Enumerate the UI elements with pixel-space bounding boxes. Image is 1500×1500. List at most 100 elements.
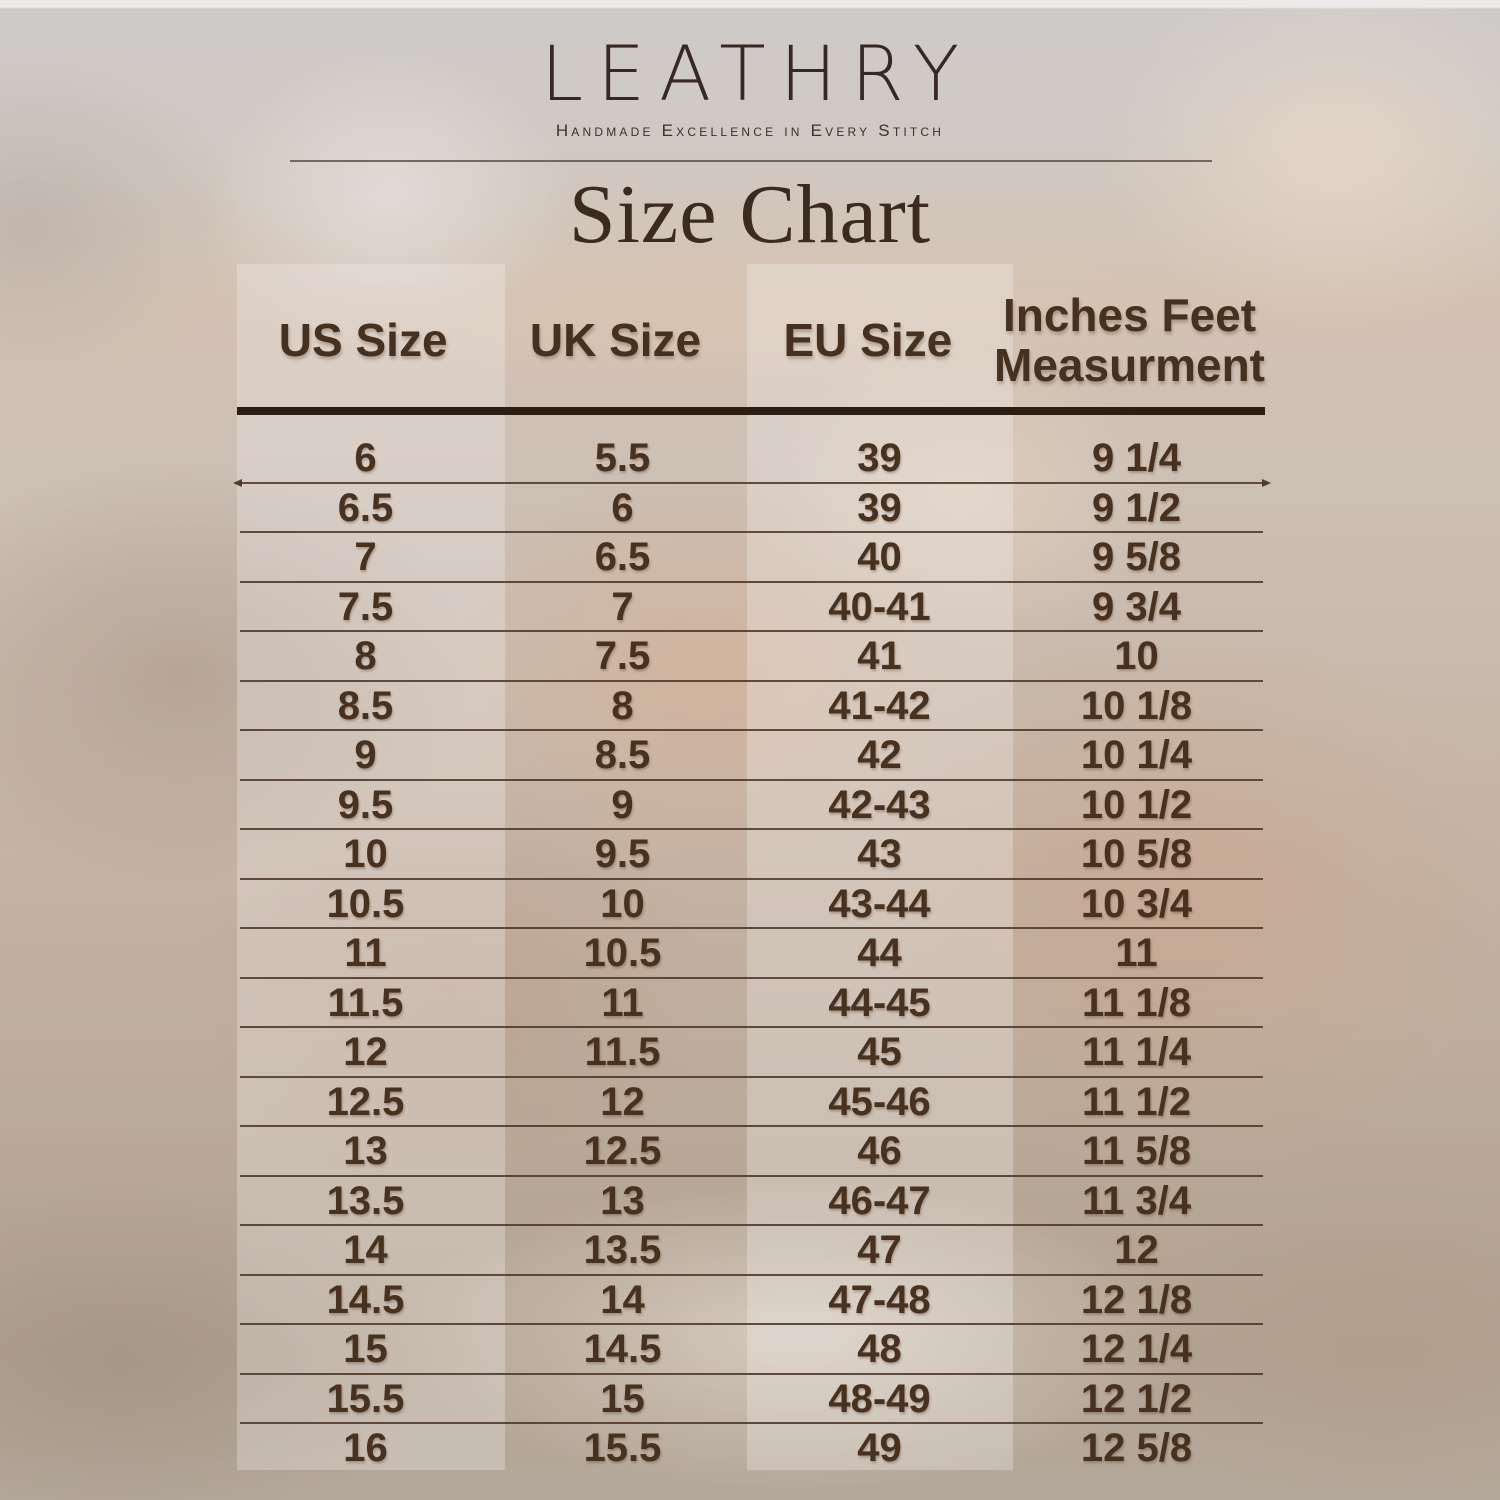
size-cell: 13.5 [326,1178,405,1223]
header-divider-line [290,160,1212,162]
size-cell: 12 1/8 [1080,1277,1193,1322]
size-cell: 6.5 [594,535,651,580]
size-cell: 10 [343,832,388,877]
size-cell: 10 [1114,634,1159,679]
table-row: 12 11.5 45 11 1/4 [237,1028,1265,1078]
size-cell: 46-47 [828,1178,931,1223]
size-cell: 45 [857,1030,902,1075]
size-cell: 14 [343,1228,388,1273]
column-header: UK Size [529,314,702,367]
size-cell: 9 1/2 [1092,485,1181,530]
size-cell: 47-48 [828,1277,931,1322]
table-header-row: US Size UK Size EU Size Inches Feet Measurm… [237,290,1265,392]
size-cell: 41 [857,634,902,679]
size-cell: 7 [354,535,377,580]
size-cell: 39 [857,485,902,530]
size-cell: 10 5/8 [1080,832,1193,877]
table-row: 11 10.5 44 11 [237,929,1265,979]
size-cell: 9 [354,733,377,778]
column-highlight-strip-us [237,264,505,1470]
size-cell: 6 [611,485,634,530]
size-cell: 46 [857,1129,902,1174]
size-cell: 8 [611,683,634,728]
size-cell: 49 [857,1426,902,1471]
page-title: Size Chart [568,168,932,261]
size-cell: 11 [601,980,644,1025]
size-cell: 10 1/2 [1080,782,1193,827]
size-cell: 11.5 [584,1030,661,1075]
size-cell: 15.5 [583,1426,662,1471]
size-cell: 7.5 [594,634,651,679]
size-cell: 14 [600,1277,645,1322]
size-cell: 9 [611,782,634,827]
table-row: 13.5 13 46-47 11 3/4 [237,1177,1265,1227]
table-row: 16 15.5 49 12 5/8 [237,1424,1265,1474]
size-cell: 10.5 [583,931,662,976]
table-body: 6 5.5 39 9 1/4 6.5 6 39 9 1/2 7 6.5 40 9 5/8 7.5 7 40-… [233,415,1271,1474]
table-row: 11.5 11 44-45 11 1/8 [237,979,1265,1029]
table-row: 12.5 12 45-46 11 1/2 [237,1078,1265,1128]
size-cell: 11 1/4 [1081,1030,1191,1075]
size-cell: 16 [343,1426,388,1471]
size-cell: 11 [344,931,387,976]
size-cell: 15 [343,1327,388,1372]
size-cell: 13.5 [583,1228,662,1273]
size-cell: 43 [857,832,902,877]
brand-tagline: Handmade Excellence in Every Stitch [555,121,945,140]
size-cell: 12 1/2 [1080,1376,1193,1421]
size-cell: 12.5 [583,1129,662,1174]
size-cell: 39 [857,436,902,481]
table-row: 9 8.5 42 10 1/4 [237,731,1265,781]
size-cell: 48-49 [828,1376,931,1421]
size-cell: 6.5 [337,485,394,530]
size-cell: 10.5 [326,881,405,926]
table-row: 10.5 10 43-44 10 3/4 [237,880,1265,930]
size-cell: 14.5 [326,1277,405,1322]
table-row: 7 6.5 40 9 5/8 [237,533,1265,583]
size-cell: 40 [857,535,902,580]
size-cell: 11 3/4 [1081,1178,1191,1223]
table-row: 7.5 7 40-41 9 3/4 [237,583,1265,633]
size-cell: 12 [1114,1228,1159,1273]
size-cell: 7.5 [337,584,394,629]
size-cell: 11 5/8 [1081,1129,1191,1174]
size-cell: 10 1/4 [1080,733,1193,778]
table-row: 10 9.5 43 10 5/8 [237,830,1265,880]
table-row: 15.5 15 48-49 12 1/2 [237,1375,1265,1425]
size-cell: 12.5 [326,1079,405,1124]
column-highlight-strip-eu [747,264,1013,1470]
size-cell: 13 [600,1178,645,1223]
brand-header: LEATHRY Handmade Excellence in Every Sti… [0,0,1500,141]
size-cell: 40-41 [828,584,931,629]
table-row: 15 14.5 48 12 1/4 [237,1325,1265,1375]
size-cell: 42-43 [828,782,931,827]
size-cell: 9 3/4 [1092,584,1181,629]
size-cell: 43-44 [828,881,931,926]
column-header: US Size [278,314,448,367]
size-table: US Size UK Size EU Size Inches Feet Measurm… [233,290,1271,1474]
table-row: 8.5 8 41-42 10 1/8 [237,682,1265,732]
size-cell: 12 [600,1079,645,1124]
size-cell: 8.5 [337,683,394,728]
size-cell: 12 1/4 [1080,1327,1193,1372]
size-cell: 15.5 [326,1376,405,1421]
size-cell: 10 [600,881,645,926]
table-row: 14 13.5 47 12 [237,1226,1265,1276]
size-cell: 11 [1115,931,1158,976]
size-cell: 5.5 [594,436,651,481]
size-cell: 10 1/8 [1080,683,1193,728]
size-cell: 44 [857,931,902,976]
header-underline [237,407,1265,415]
table-row: 9.5 9 42-43 10 1/2 [237,781,1265,831]
brand-logo: LEATHRY [540,29,974,118]
size-cell: 8.5 [594,733,651,778]
size-cell: 11 1/8 [1081,980,1191,1025]
column-header: Inches Feet Measurment [994,289,1265,391]
table-row: 8 7.5 41 10 [237,632,1265,682]
column-header: EU Size [783,314,953,367]
size-cell: 6 [354,436,377,481]
arrow-head-right-icon [1262,478,1271,487]
size-cell: 42 [857,733,902,778]
